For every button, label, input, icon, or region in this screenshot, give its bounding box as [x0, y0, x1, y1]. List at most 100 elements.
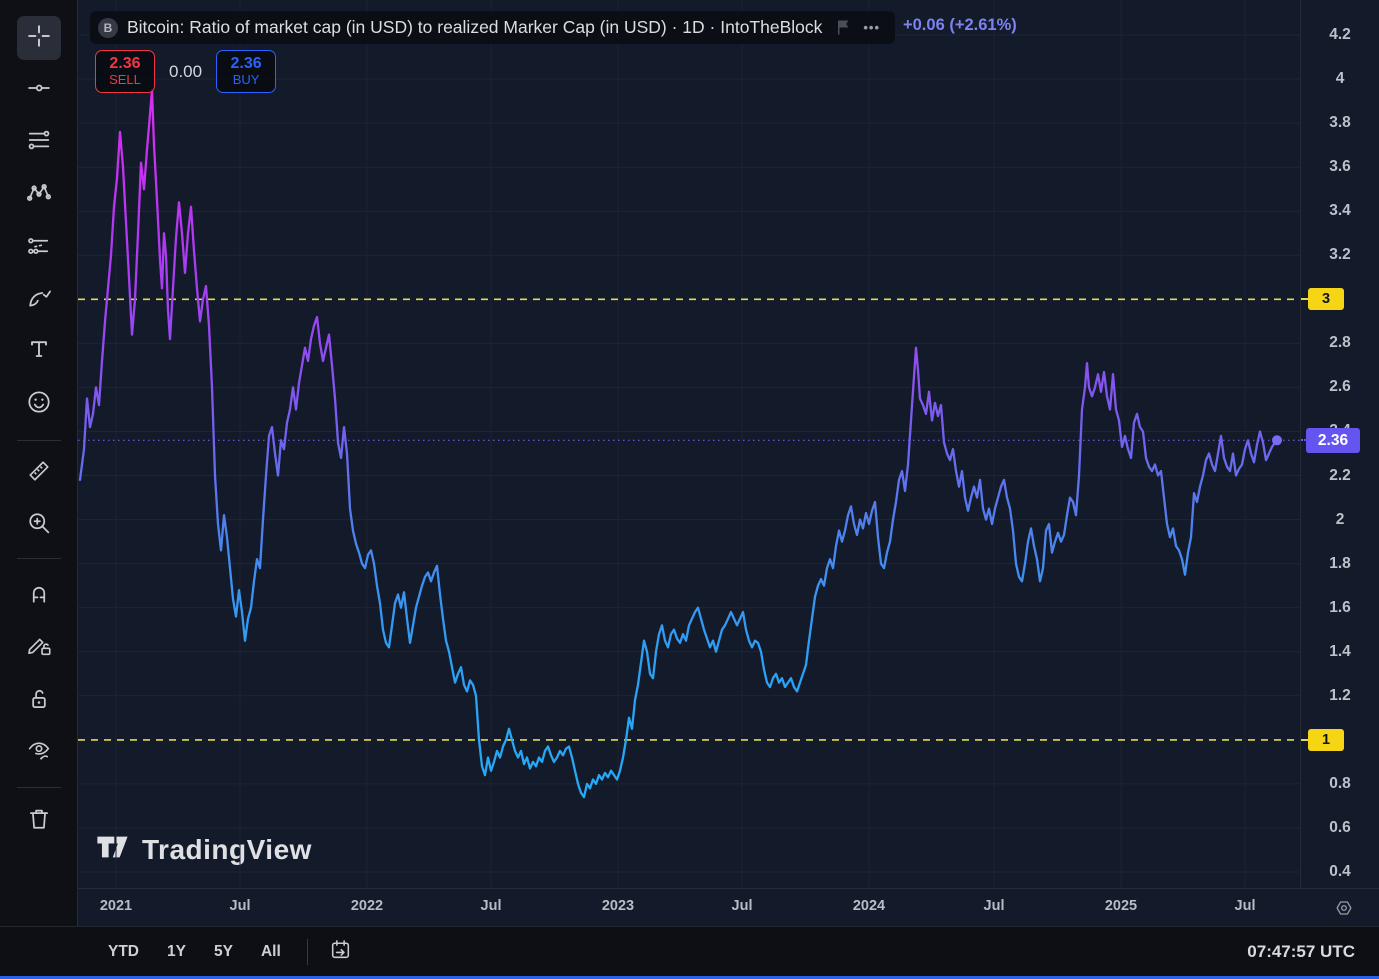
padlock-icon — [25, 685, 53, 718]
y-tick-label: 1.4 — [1329, 642, 1351, 660]
text-tool-icon — [25, 335, 53, 368]
x-tick-label-jul: Jul — [731, 898, 753, 914]
toolbar-divider — [17, 787, 61, 788]
forecast-tool-button[interactable] — [17, 226, 61, 270]
text-tool-button[interactable] — [17, 329, 61, 373]
xabcd-pattern-icon — [25, 179, 53, 212]
drawing-lock-tool-button[interactable] — [17, 625, 61, 669]
more-options-button[interactable]: ••• — [863, 20, 881, 35]
series-end-dot — [1272, 435, 1282, 446]
y-tick-label: 0.8 — [1329, 774, 1351, 792]
time-axis[interactable]: 2021 Jul 2022 Jul 2023 Jul 2024 Jul 2025 Jul — [78, 888, 1379, 926]
price-axis[interactable]: 4.243.83.63.43.22.82.62.42.221.81.61.41.… — [1300, 0, 1379, 888]
calendar-arrow-icon — [328, 937, 353, 967]
brush-icon — [25, 284, 53, 317]
emoji-tool-button[interactable] — [17, 382, 61, 426]
x-tick-label-jul: Jul — [229, 898, 251, 914]
sell-label: SELL — [109, 72, 141, 88]
y-tick-label: 2 — [1335, 510, 1345, 528]
sell-button[interactable]: 2.36 SELL — [95, 50, 155, 93]
date-range-group: YTD 1Y 5Y All — [98, 927, 358, 977]
magnet-tool-button[interactable] — [17, 573, 61, 617]
level-badge-3: 3 — [1308, 288, 1344, 311]
series-line — [78, 88, 1279, 799]
range-button-5y[interactable]: 5Y — [213, 943, 233, 960]
x-tick-label-2024: 2024 — [852, 898, 886, 914]
price-change-text: +0.06 (+2.61%) — [903, 16, 1017, 34]
chart-plot-area[interactable]: TradingView B Bitcoin: Ratio of market c… — [78, 0, 1300, 888]
y-tick-label: 2.2 — [1329, 466, 1351, 484]
y-tick-label: 2.6 — [1329, 378, 1351, 396]
remove-drawings-tool-button[interactable] — [17, 799, 61, 843]
tradingview-watermark: TradingView — [96, 831, 312, 868]
accent-bottom-strip — [0, 976, 1379, 979]
buy-label: BUY — [232, 72, 260, 88]
symbol-logo-badge: B — [98, 17, 118, 38]
level-badge-1: 1 — [1308, 728, 1344, 751]
clock-utc[interactable]: 07:47:57 UTC — [1247, 942, 1355, 961]
y-tick-label: 3.8 — [1329, 114, 1351, 132]
buy-price: 2.36 — [230, 54, 262, 72]
emoji-icon — [25, 388, 53, 421]
y-tick-label: 3.6 — [1329, 158, 1351, 176]
y-tick-label: 3.4 — [1329, 202, 1351, 220]
toolbar-divider — [17, 558, 61, 559]
buy-sell-panel: 2.36 SELL 0.00 2.36 BUY — [95, 50, 277, 93]
brush-tool-button[interactable] — [17, 278, 61, 322]
range-button-1y[interactable]: 1Y — [167, 943, 186, 960]
go-to-date-button[interactable] — [324, 935, 358, 969]
last-price-badge: 2.36 — [1306, 427, 1360, 453]
crosshair-icon — [25, 22, 53, 55]
x-tick-label-jul: Jul — [1234, 898, 1256, 914]
chart-canvas[interactable] — [78, 0, 1300, 888]
chart-title: Bitcoin: Ratio of market cap (in USD) to… — [127, 17, 823, 37]
bottom-toolbar: YTD 1Y 5Y All 07:47:57 UTC — [0, 926, 1379, 976]
buy-button[interactable]: 2.36 BUY — [216, 50, 277, 93]
x-tick-label-jul: Jul — [480, 898, 502, 914]
forecast-icon — [25, 232, 53, 265]
magnifier-plus-icon — [25, 509, 53, 542]
range-button-ytd[interactable]: YTD — [108, 943, 139, 960]
y-tick-label: 0.4 — [1329, 863, 1351, 880]
y-tick-label: 1.2 — [1329, 686, 1351, 704]
toolbar-divider — [17, 440, 61, 441]
toolbar-divider — [306, 939, 308, 965]
sell-price: 2.36 — [109, 54, 141, 72]
x-tick-label-2021: 2021 — [99, 898, 133, 914]
xabcd-pattern-tool-button[interactable] — [17, 173, 61, 217]
drawing-toolbar — [0, 0, 78, 926]
hide-drawings-tool-button[interactable] — [17, 730, 61, 774]
ruler-icon — [25, 457, 53, 490]
magnet-icon — [25, 579, 53, 612]
zoom-in-tool-button[interactable] — [17, 503, 61, 547]
eye-brush-icon — [25, 736, 53, 769]
x-tick-label-jul: Jul — [983, 898, 1005, 914]
y-tick-label: 1.6 — [1329, 598, 1351, 616]
range-button-all[interactable]: All — [260, 943, 281, 960]
y-tick-label: 1.8 — [1329, 554, 1351, 572]
trend-line-tool-button[interactable] — [17, 68, 61, 112]
y-tick-label: 4 — [1335, 70, 1345, 88]
spread-value: 0.00 — [169, 61, 203, 81]
x-tick-label-2023: 2023 — [601, 898, 635, 914]
trash-icon — [25, 805, 53, 838]
fib-retracement-tool-button[interactable] — [17, 120, 61, 164]
symbol-header[interactable]: B Bitcoin: Ratio of market cap (in USD) … — [90, 11, 896, 44]
x-tick-label-2022: 2022 — [350, 898, 384, 914]
y-tick-label: 4.2 — [1329, 26, 1351, 44]
y-tick-label: 3.2 — [1329, 246, 1351, 264]
crosshair-tool-button[interactable] — [16, 16, 61, 60]
fib-retracement-icon — [25, 126, 53, 159]
measure-tool-button[interactable] — [17, 451, 61, 495]
last-price-stub — [1301, 439, 1306, 442]
axis-settings-icon[interactable] — [1333, 897, 1355, 919]
x-tick-label-2025: 2025 — [1104, 898, 1138, 914]
flag-icon[interactable] — [835, 19, 852, 36]
pencil-lock-icon — [25, 631, 53, 664]
level-line-stub — [1301, 738, 1308, 741]
trend-line-icon — [25, 74, 53, 107]
y-tick-label: 2.8 — [1329, 334, 1351, 352]
lock-all-tool-button[interactable] — [17, 679, 61, 723]
level-line-stub — [1301, 298, 1308, 301]
